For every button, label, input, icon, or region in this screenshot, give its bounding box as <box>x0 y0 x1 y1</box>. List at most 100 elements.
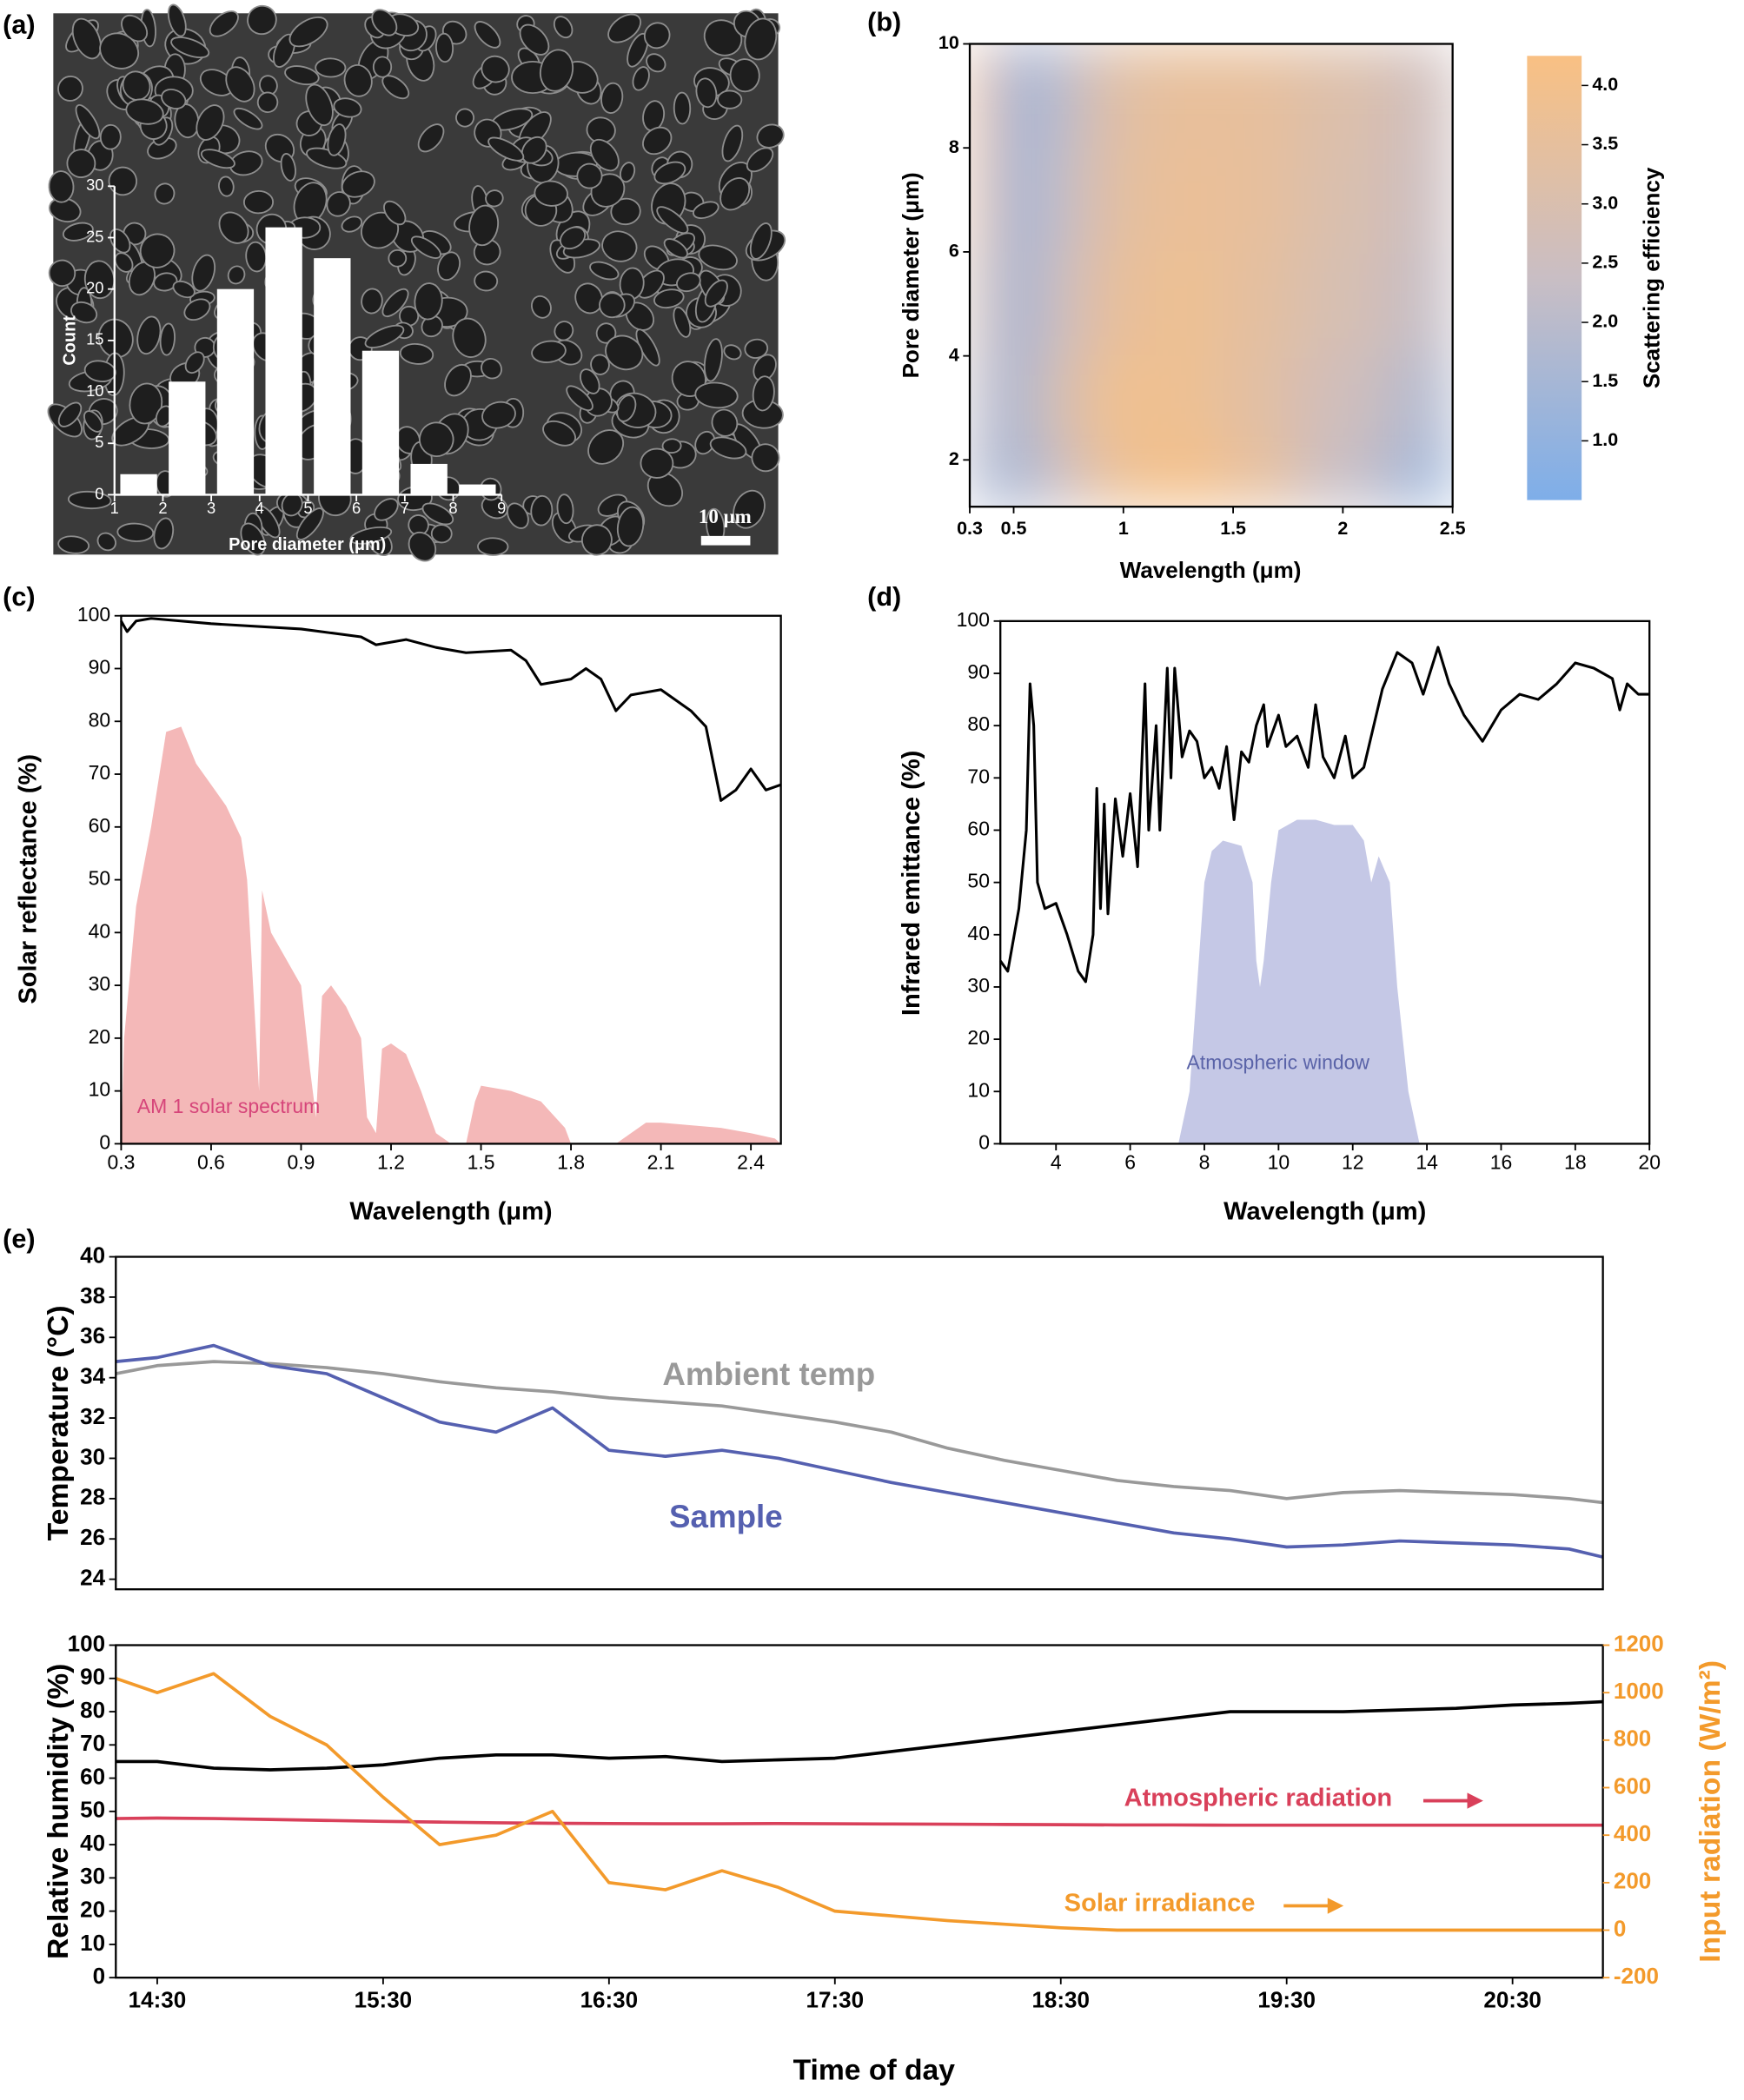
y-tick-label: 100 <box>77 603 110 626</box>
bar <box>169 381 206 495</box>
x-tick-label: 5 <box>303 499 312 517</box>
pore <box>399 342 434 365</box>
y-tick-label: 30 <box>80 1443 105 1469</box>
pore <box>507 502 529 529</box>
x-axis-label: Pore diameter (μm) <box>229 535 386 554</box>
heatmap-cell <box>1298 355 1388 448</box>
pore <box>673 306 692 338</box>
y-axis-label: Pore diameter (μm) <box>898 172 924 378</box>
pore <box>656 206 689 235</box>
pore <box>167 3 187 37</box>
pore <box>343 63 373 97</box>
pore <box>153 272 178 292</box>
pore <box>601 230 638 262</box>
y-tick-label: 10 <box>967 1078 990 1101</box>
pore <box>709 436 747 460</box>
pore <box>184 351 205 374</box>
x-tick-label: 1.2 <box>377 1150 405 1173</box>
x-tick-label: 16:30 <box>580 1987 639 2013</box>
y-tick-label: 5 <box>95 433 103 451</box>
pore <box>752 375 775 412</box>
pore <box>388 248 408 268</box>
pore <box>122 70 151 101</box>
heatmap-cell <box>1090 148 1157 253</box>
colorbar-tick-label: 4.0 <box>1592 74 1618 95</box>
line <box>998 646 1650 984</box>
colorbar <box>1527 56 1582 500</box>
pore <box>481 401 516 429</box>
pore <box>371 9 398 36</box>
y-tick-label: 50 <box>89 867 111 890</box>
heatmap-cell <box>1035 251 1091 357</box>
heatmap-cell <box>997 43 1037 149</box>
pore <box>305 83 334 127</box>
x-tick-label: 4 <box>1051 1150 1062 1173</box>
x-tick-label: 2.4 <box>737 1150 765 1173</box>
pore <box>616 506 645 547</box>
colorbar-tick-label: 3.5 <box>1592 133 1618 154</box>
pore <box>326 191 351 217</box>
pore <box>108 166 138 196</box>
y-tick-label: 10 <box>86 381 103 400</box>
x-tick-label: 2 <box>1337 518 1348 539</box>
pore <box>534 180 568 207</box>
heatmap-cell <box>970 251 998 357</box>
panel-label: (b) <box>867 8 901 37</box>
pore <box>481 495 508 520</box>
y-tick-label: 20 <box>967 1026 990 1049</box>
annotation: AM 1 solar spectrum <box>137 1095 320 1117</box>
pore <box>434 32 454 63</box>
heatmap <box>970 43 1453 507</box>
heatmap-cell <box>1386 355 1453 448</box>
pore <box>589 261 620 281</box>
pore <box>703 338 723 382</box>
pore <box>200 149 235 169</box>
y-tick-label: 32 <box>80 1403 105 1429</box>
y-tick-label: 100 <box>957 608 990 631</box>
pore <box>587 429 625 465</box>
pore <box>607 13 642 43</box>
x-tick-label: 18 <box>1564 1150 1587 1173</box>
pore <box>595 322 617 344</box>
x-tick-label: 10 <box>1268 1150 1290 1173</box>
pore <box>129 382 163 425</box>
pore <box>57 401 83 427</box>
x-tick-label: 9 <box>497 499 506 517</box>
y-tick-label: 26 <box>80 1524 105 1550</box>
y-tick-label: 10 <box>80 1930 105 1956</box>
heatmap-cell <box>1156 251 1223 357</box>
pore <box>153 517 175 550</box>
heatmap-cell <box>1035 447 1091 507</box>
x-tick-label: 1 <box>1118 518 1129 539</box>
pore <box>315 57 347 78</box>
pore <box>372 56 393 78</box>
pore <box>653 161 686 185</box>
pore <box>240 522 266 556</box>
x-tick-label: 14:30 <box>129 1987 187 2013</box>
y-tick-label: 0 <box>93 1963 105 1989</box>
pore <box>756 123 785 149</box>
pore <box>703 19 743 56</box>
y-tick-label: 80 <box>967 712 990 735</box>
y2-tick-label: 600 <box>1614 1772 1651 1799</box>
pore <box>139 233 176 268</box>
pore <box>341 170 375 198</box>
x-tick-label: 0.3 <box>107 1150 135 1173</box>
pore <box>62 222 94 242</box>
panel-label: (c) <box>3 582 35 612</box>
pore <box>574 282 603 315</box>
area <box>1178 819 1420 1144</box>
line <box>116 1699 1603 1772</box>
y2-tick-label: -200 <box>1614 1963 1659 1989</box>
y-tick-label: 34 <box>80 1363 105 1389</box>
x-tick-label: 2.5 <box>1440 518 1466 539</box>
y-tick-label: 30 <box>89 972 111 995</box>
y-tick-label: 20 <box>80 1897 105 1923</box>
y-tick-label: 30 <box>80 1863 105 1889</box>
y2-tick-label: 800 <box>1614 1726 1651 1752</box>
y-tick-label: 90 <box>80 1664 105 1690</box>
series-label: Ambient temp <box>662 1356 875 1392</box>
bar <box>265 227 302 495</box>
x-axis-label: Wavelength (μm) <box>349 1198 552 1226</box>
x-axis-label: Wavelength (μm) <box>1223 1198 1426 1226</box>
